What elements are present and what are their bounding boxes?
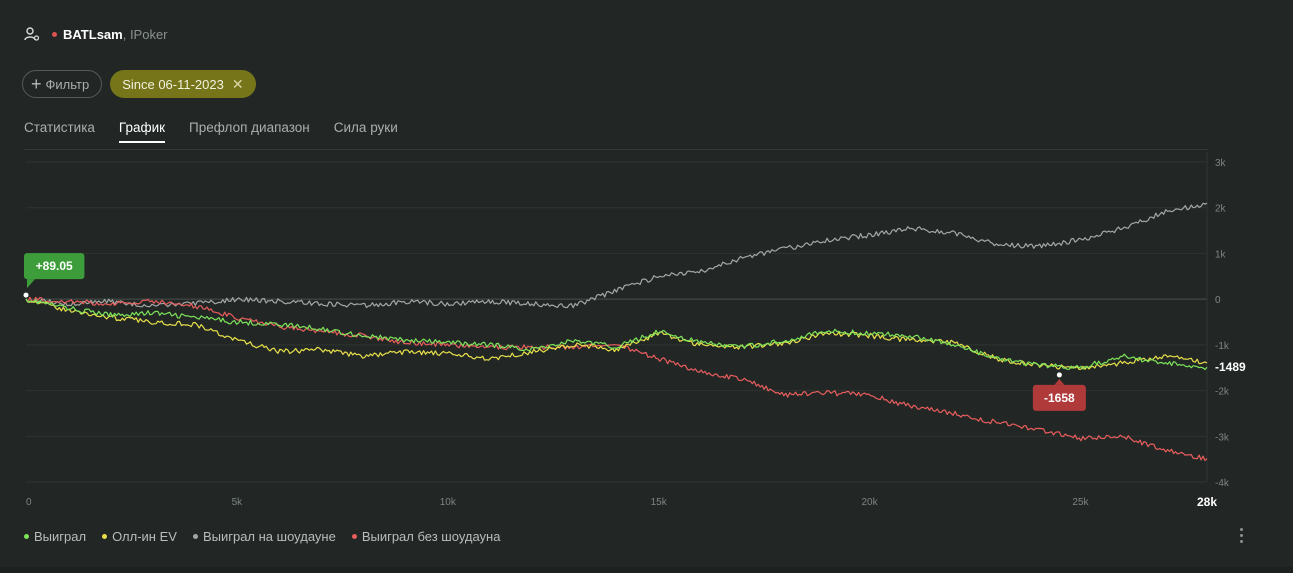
- series-line: [25, 298, 1208, 371]
- legend-label: Выиграл: [34, 529, 87, 544]
- annotation-box: [1032, 384, 1086, 411]
- tab-preflop-range[interactable]: Префлоп диапазон: [189, 120, 310, 135]
- player-header: BATLsam , IPoker: [24, 24, 168, 44]
- annotation-pointer: [1054, 378, 1065, 385]
- divider: [24, 149, 1208, 150]
- end-value-label: -1489: [1215, 360, 1246, 374]
- legend-item-won[interactable]: Выиграл: [24, 529, 86, 544]
- legend-label: Выиграл на шоудауне: [202, 529, 336, 544]
- legend-dot: [192, 534, 198, 539]
- date-filter-label: Since 06-11-2023: [122, 76, 224, 92]
- user-settings-icon[interactable]: [24, 26, 40, 42]
- x-tick-label: 10k: [440, 497, 457, 508]
- tab-hand-strength[interactable]: Сила руки: [333, 120, 398, 135]
- series-line: [25, 296, 1208, 462]
- y-tick-label: -1k: [1215, 341, 1230, 352]
- y-tick-label: -4k: [1215, 478, 1230, 489]
- y-tick-label: 0: [1215, 295, 1221, 306]
- annotation-point: [1056, 372, 1062, 378]
- legend-label: Выиграл без шоудауна: [361, 529, 501, 544]
- tab-bar: Статистика График Префлоп диапазон Сила …: [24, 120, 398, 143]
- legend-dot: [24, 534, 29, 539]
- x-tick-label: 5k: [232, 497, 244, 508]
- series-line: [25, 202, 1208, 309]
- tab-graph[interactable]: График: [118, 120, 166, 143]
- player-name: BATLsam: [63, 26, 123, 42]
- chart-legend: Выиграл Олл-ин EV Выиграл на шоудауне Вы…: [24, 529, 500, 544]
- filters-bar: + Фильтр Since 06-11-2023 ✕: [22, 70, 256, 98]
- legend-item-showdown[interactable]: Выиграл на шоудауне: [192, 529, 336, 544]
- legend-dot: [102, 534, 108, 539]
- annotation-label: -1658: [1044, 391, 1075, 405]
- annotation-box: [24, 253, 85, 280]
- site-name: , IPoker: [122, 26, 168, 42]
- more-options-icon[interactable]: [1236, 526, 1246, 544]
- y-tick-label: 2k: [1215, 204, 1227, 215]
- legend-item-non-showdown[interactable]: Выиграл без шоудауна: [351, 529, 501, 544]
- y-tick-label: -2k: [1215, 387, 1230, 398]
- x-tick-label: 20k: [862, 497, 879, 508]
- legend-dot: [351, 534, 357, 539]
- y-tick-label: 1k: [1215, 249, 1227, 260]
- winnings-chart[interactable]: 3k 2k 1k 0 -1k -2k -3k -4k 0 5k 10k 15k 20k 25k 28k +89…: [0, 150, 1293, 520]
- bottom-bar: [0, 567, 1293, 573]
- x-tick-label: 25k: [1072, 497, 1089, 508]
- tab-statistics[interactable]: Статистика: [24, 120, 95, 135]
- x-tick-label: 0: [26, 497, 32, 508]
- legend-label: Олл-ин EV: [112, 529, 177, 544]
- x-end-label: 28k: [1197, 495, 1217, 509]
- status-dot: [52, 31, 57, 37]
- y-tick-label: 3k: [1215, 158, 1227, 169]
- add-filter-button[interactable]: + Фильтр: [22, 70, 103, 98]
- date-filter-chip[interactable]: Since 06-11-2023 ✕: [110, 70, 256, 98]
- x-tick-label: 15k: [651, 497, 668, 508]
- y-tick-label: -3k: [1215, 432, 1230, 443]
- add-filter-label: Фильтр: [45, 76, 90, 92]
- close-icon[interactable]: ✕: [231, 75, 244, 92]
- annotation-pointer: [27, 279, 35, 289]
- series-line: [25, 298, 1208, 370]
- plus-icon: +: [31, 74, 42, 94]
- legend-item-allin-ev[interactable]: Олл-ин EV: [102, 529, 177, 544]
- annotation-label: +89.05: [36, 259, 73, 273]
- annotation-point: [23, 292, 29, 298]
